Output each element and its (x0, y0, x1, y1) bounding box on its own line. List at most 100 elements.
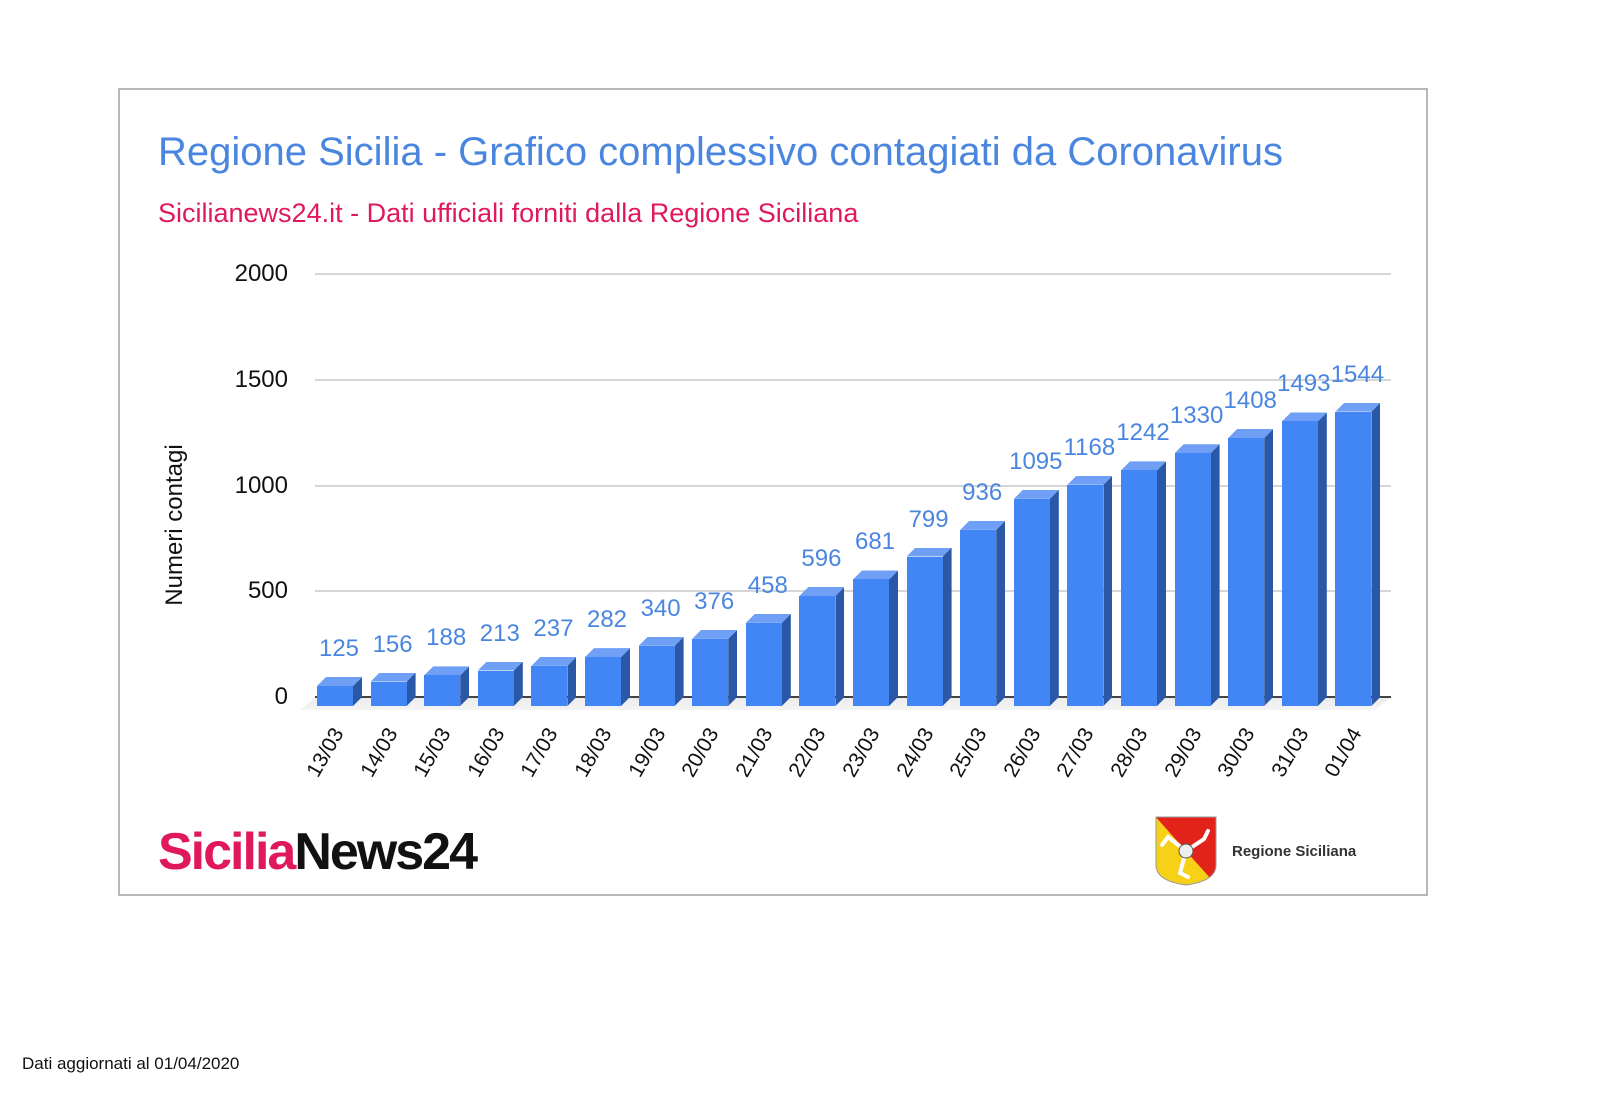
y-tick-label: 2000 (234, 260, 288, 287)
gridline (315, 273, 1391, 275)
data-label: 156 (372, 630, 413, 658)
bar-front-face (531, 665, 568, 706)
bar-front-face (1174, 453, 1211, 706)
bar-side-face (675, 637, 684, 706)
bar-front-face (317, 686, 353, 706)
data-label: 1408 (1223, 387, 1277, 415)
bar-front-face (853, 579, 889, 706)
regione-siciliana-label: Regione Siciliana (1232, 842, 1357, 860)
bar-side-face (943, 548, 952, 706)
bar-front-face (1228, 438, 1265, 706)
bar-24-03 (906, 547, 952, 706)
logo-part-sicilia: Sicilia (158, 823, 296, 881)
bar-front-face (960, 529, 997, 706)
bar-side-face (514, 662, 523, 706)
bar-18-03 (585, 648, 630, 706)
bar-27-03 (1067, 475, 1113, 706)
bar-14-03 (370, 672, 416, 706)
data-label: 1242 (1116, 419, 1170, 447)
bar-side-face (621, 648, 630, 706)
data-label: 458 (747, 571, 788, 599)
sicilianews24-logo: SiciliaNews24 (158, 822, 478, 882)
bar-front-face (1013, 498, 1050, 706)
bar-21-03 (745, 613, 791, 706)
bar-22-03 (799, 587, 845, 706)
bar-25-03 (960, 520, 1006, 706)
data-label: 213 (479, 619, 520, 647)
data-label: 936 (962, 478, 1003, 506)
bar-side-face (1157, 461, 1166, 706)
bar-side-face (728, 630, 737, 706)
bar-front-face (745, 622, 782, 706)
data-label: 1544 (1330, 360, 1385, 388)
data-label: 1330 (1169, 402, 1224, 430)
bar-top-face (531, 656, 577, 666)
regione-siciliana-logo: Regione Siciliana (1154, 815, 1356, 887)
bar-front-face (692, 638, 729, 706)
bar-01-04 (1335, 402, 1381, 706)
y-axis-label: Numeri contagi (161, 444, 188, 606)
bar-top-face (1281, 412, 1327, 422)
bar-17-03 (531, 656, 577, 706)
bar-side-face (782, 614, 791, 706)
y-tick-label: 500 (247, 577, 288, 605)
data-label: 237 (533, 614, 574, 642)
bar-30-03 (1228, 429, 1274, 706)
bar-top-face (1335, 402, 1381, 412)
bar-top-face (1013, 489, 1059, 499)
trinacria-shield-icon (1154, 815, 1218, 887)
bar-top-face (370, 672, 416, 682)
bar-front-face (370, 681, 407, 706)
bar-side-face (353, 677, 362, 706)
bar-side-face (889, 570, 898, 706)
bar-front-face (906, 556, 943, 706)
bar-side-face (835, 587, 844, 706)
bar-top-face (638, 636, 684, 646)
bar-side-face (996, 521, 1005, 706)
data-label: 1168 (1063, 433, 1116, 461)
bar-front-face (1121, 470, 1157, 706)
chart-floor (300, 698, 1390, 710)
gridline (315, 484, 1391, 487)
bar-side-face (567, 657, 576, 706)
bar-side-face (460, 666, 469, 706)
bar-top-face (1228, 429, 1274, 439)
data-label: 596 (801, 545, 842, 573)
bar-13-03 (317, 677, 362, 706)
bar-top-face (692, 629, 738, 639)
bar-side-face (1211, 444, 1220, 706)
bar-16-03 (477, 661, 523, 706)
bar-top-face (745, 613, 791, 623)
bar-front-face (424, 675, 461, 706)
bar-side-face (1103, 476, 1112, 706)
bar-front-face (1281, 421, 1318, 706)
bar-side-face (1318, 412, 1327, 706)
bar-front-face (799, 596, 836, 706)
data-label: 282 (586, 606, 628, 634)
bar-side-face (1264, 429, 1273, 706)
bar-31-03 (1281, 412, 1327, 706)
y-tick-label: 0 (274, 683, 288, 710)
bar-front-face (477, 670, 514, 706)
y-tick-label: 1000 (234, 471, 288, 499)
data-label: 376 (694, 587, 735, 615)
gridline (315, 378, 1391, 381)
bar-19-03 (638, 636, 684, 706)
bar-15-03 (424, 666, 470, 706)
bar-26-03 (1013, 489, 1059, 706)
data-label: 799 (908, 505, 949, 533)
bar-29-03 (1174, 444, 1220, 706)
bar-top-face (799, 587, 845, 597)
y-tick-label: 1500 (234, 365, 288, 393)
data-label: 1493 (1277, 370, 1331, 398)
bar-front-face (638, 645, 675, 706)
update-note: Dati aggiornati al 01/04/2020 (22, 1054, 240, 1073)
bar-28-03 (1121, 461, 1166, 706)
bar-front-face (1335, 411, 1372, 706)
bar-top-face (1121, 461, 1166, 471)
bar-20-03 (692, 629, 738, 706)
bar-top-face (960, 520, 1006, 530)
bar-top-face (1067, 475, 1113, 485)
bar-side-face (407, 673, 416, 706)
bar-top-face (585, 648, 630, 658)
